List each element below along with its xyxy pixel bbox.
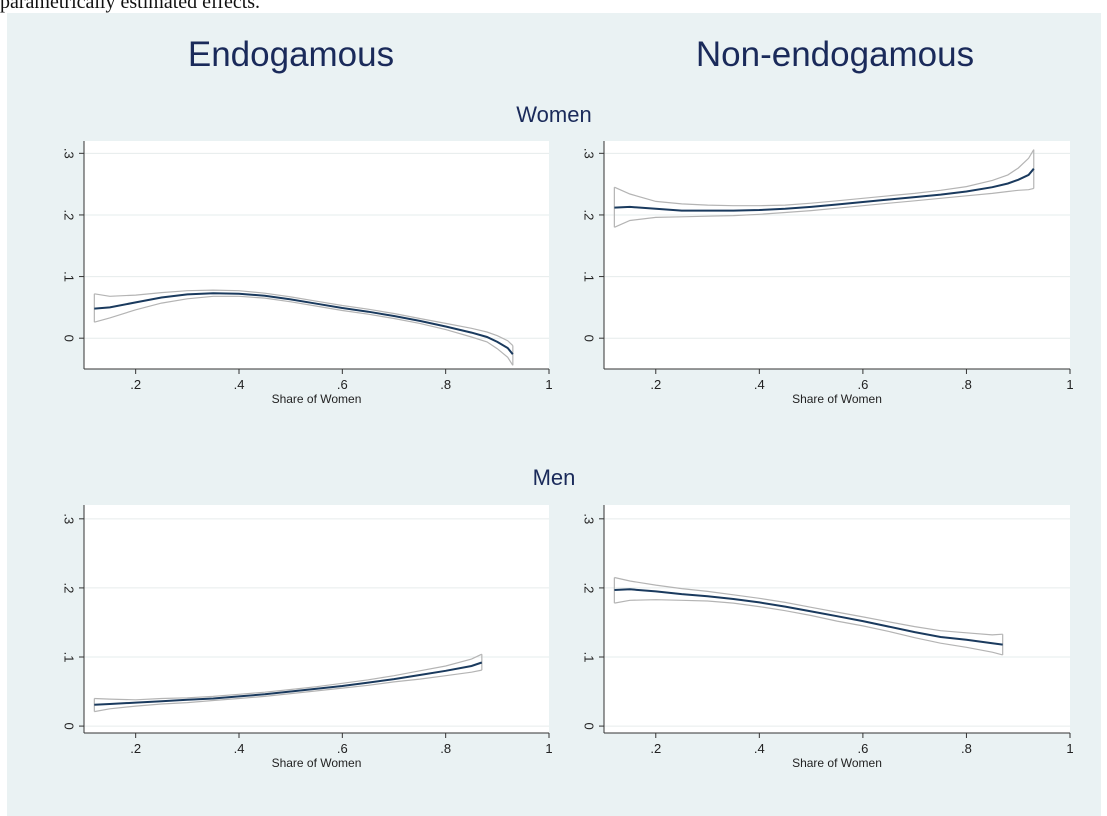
column-title-non-endogamous: Non-endogamous: [695, 35, 975, 74]
x-axis-label: Share of Women: [792, 392, 882, 406]
y-tick-label: .2: [62, 582, 77, 593]
estimate-line: [614, 168, 1035, 212]
chart-panels: 0 .1 .2 .3 .2 .4 .6 .8 1 Share of Women 0 .1 .2 .3 .2.…: [62, 141, 1074, 770]
upper-ci-line: [614, 149, 1035, 207]
chart-non-endogamous-women: 0 .1 .2 .3 .2 .4 .6 .8 1 Share of Women: [582, 141, 1074, 406]
x-axis-label: Share of Women: [272, 756, 362, 770]
y-tick-label: .3: [62, 148, 77, 159]
x-tick-label: .2: [130, 741, 141, 756]
figure-caption: parametrically estimated effects.: [0, 0, 261, 13]
upper-ci-line: [94, 289, 514, 347]
x-tick-label: .6: [337, 741, 348, 756]
row-title-women: Women: [516, 102, 592, 127]
x-tick-label: 1: [1066, 377, 1073, 392]
x-axis-label: Share of Women: [272, 392, 362, 406]
x-tick-label: .2: [130, 377, 141, 392]
y-tick-label: .2: [62, 210, 77, 221]
x-tick-label: .4: [234, 741, 245, 756]
estimate-line: [94, 292, 514, 355]
y-tick-label: .1: [62, 271, 77, 282]
x-tick-label: .8: [961, 741, 972, 756]
lower-ci-line: [614, 187, 1034, 228]
chart-endogamous-women: 0 .1 .2 .3 .2 .4 .6 .8 1 Share of Women: [62, 141, 553, 406]
x-tick-label: .4: [754, 741, 765, 756]
x-tick-label: .8: [440, 741, 451, 756]
lower-ci-line: [94, 669, 482, 713]
x-tick-label: 1: [1066, 741, 1073, 756]
y-tick-label: .1: [582, 652, 597, 663]
x-tick-label: 1: [545, 377, 552, 392]
y-tick-label: 0: [62, 335, 77, 342]
chart-non-endogamous-men: 0 .1 .2 .3 .2 .4 .6 .8 1 Share of Women: [582, 505, 1074, 770]
row-title-men: Men: [532, 465, 576, 490]
estimate-line: [614, 588, 1003, 646]
y-tick-label: .1: [62, 652, 77, 663]
x-axis-label: Share of Women: [792, 756, 882, 770]
plot-area-non-endogamous-men: [604, 505, 1070, 733]
upper-ci-line: [94, 653, 483, 701]
plot-area-endogamous-men: [84, 505, 549, 733]
figure-panel: Endogamous Non-endogamous Women Men 0 .1.…: [7, 13, 1101, 816]
x-tick-label: .6: [857, 741, 868, 756]
y-tick-label: .3: [62, 513, 77, 524]
x-tick-label: .6: [857, 377, 868, 392]
plot-area-endogamous-women: [84, 141, 549, 369]
plot-area-non-endogamous-women: [604, 141, 1070, 369]
x-tick-label: .4: [234, 377, 245, 392]
y-tick-label: .3: [582, 513, 597, 524]
x-tick-label: .6: [337, 377, 348, 392]
x-tick-label: .4: [754, 377, 765, 392]
y-tick-label: .1: [582, 271, 597, 282]
y-tick-label: .3: [582, 148, 597, 159]
x-tick-label: .2: [650, 377, 661, 392]
x-tick-label: .8: [961, 377, 972, 392]
upper-ci-line: [614, 576, 1003, 636]
x-tick-label: .8: [440, 377, 451, 392]
x-tick-label: 1: [545, 741, 552, 756]
y-tick-label: 0: [62, 722, 77, 729]
lower-ci-line: [94, 295, 514, 366]
y-tick-label: .2: [582, 210, 597, 221]
x-tick-label: .2: [650, 741, 661, 756]
y-tick-label: 0: [582, 335, 597, 342]
y-tick-label: .2: [582, 582, 597, 593]
estimate-line: [94, 661, 483, 706]
y-tick-label: 0: [582, 722, 597, 729]
lower-ci-line: [614, 599, 1003, 656]
column-title-endogamous: Endogamous: [187, 35, 395, 74]
chart-endogamous-men: 0 .1 .2 .3 .2 .4 .6 .8 1 Share of Women: [62, 505, 553, 770]
